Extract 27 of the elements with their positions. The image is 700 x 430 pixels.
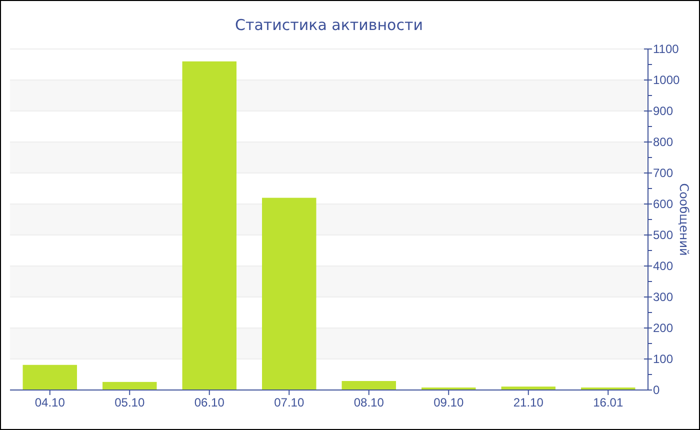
x-tick-label: 21.10 <box>513 396 544 410</box>
y-tick-label: 500 <box>653 228 674 242</box>
bar <box>262 198 316 390</box>
y-tick-label: 400 <box>653 258 674 273</box>
y-tick-label: 300 <box>653 290 674 304</box>
chart-title: Статистика активности <box>235 16 423 34</box>
y-tick-label: 800 <box>653 134 674 149</box>
y-tick-label: 600 <box>653 196 674 211</box>
x-tick-label: 04.10 <box>34 396 66 410</box>
x-tick-label: 05.10 <box>114 396 145 410</box>
bar <box>102 382 157 390</box>
x-tick-label: 07.10 <box>274 396 304 410</box>
y-tick-label: 100 <box>653 352 674 366</box>
x-tick-label: 08.10 <box>354 396 384 410</box>
y-tick-label: 200 <box>653 320 674 335</box>
bar <box>182 61 236 390</box>
y-axis-title: Сообщений <box>677 183 691 256</box>
bar <box>22 364 77 390</box>
y-tick-label: 700 <box>653 166 674 180</box>
x-tick-label: 09.10 <box>434 396 464 410</box>
y-tick-label: 0 <box>653 382 660 397</box>
y-tick-label: 900 <box>653 104 674 118</box>
x-tick-label: 16.01 <box>593 396 624 410</box>
bar <box>342 381 396 390</box>
x-tick-label: 06.10 <box>194 396 225 410</box>
y-tick-label: 1000 <box>653 72 680 87</box>
y-tick-label: 1100 <box>653 42 680 56</box>
